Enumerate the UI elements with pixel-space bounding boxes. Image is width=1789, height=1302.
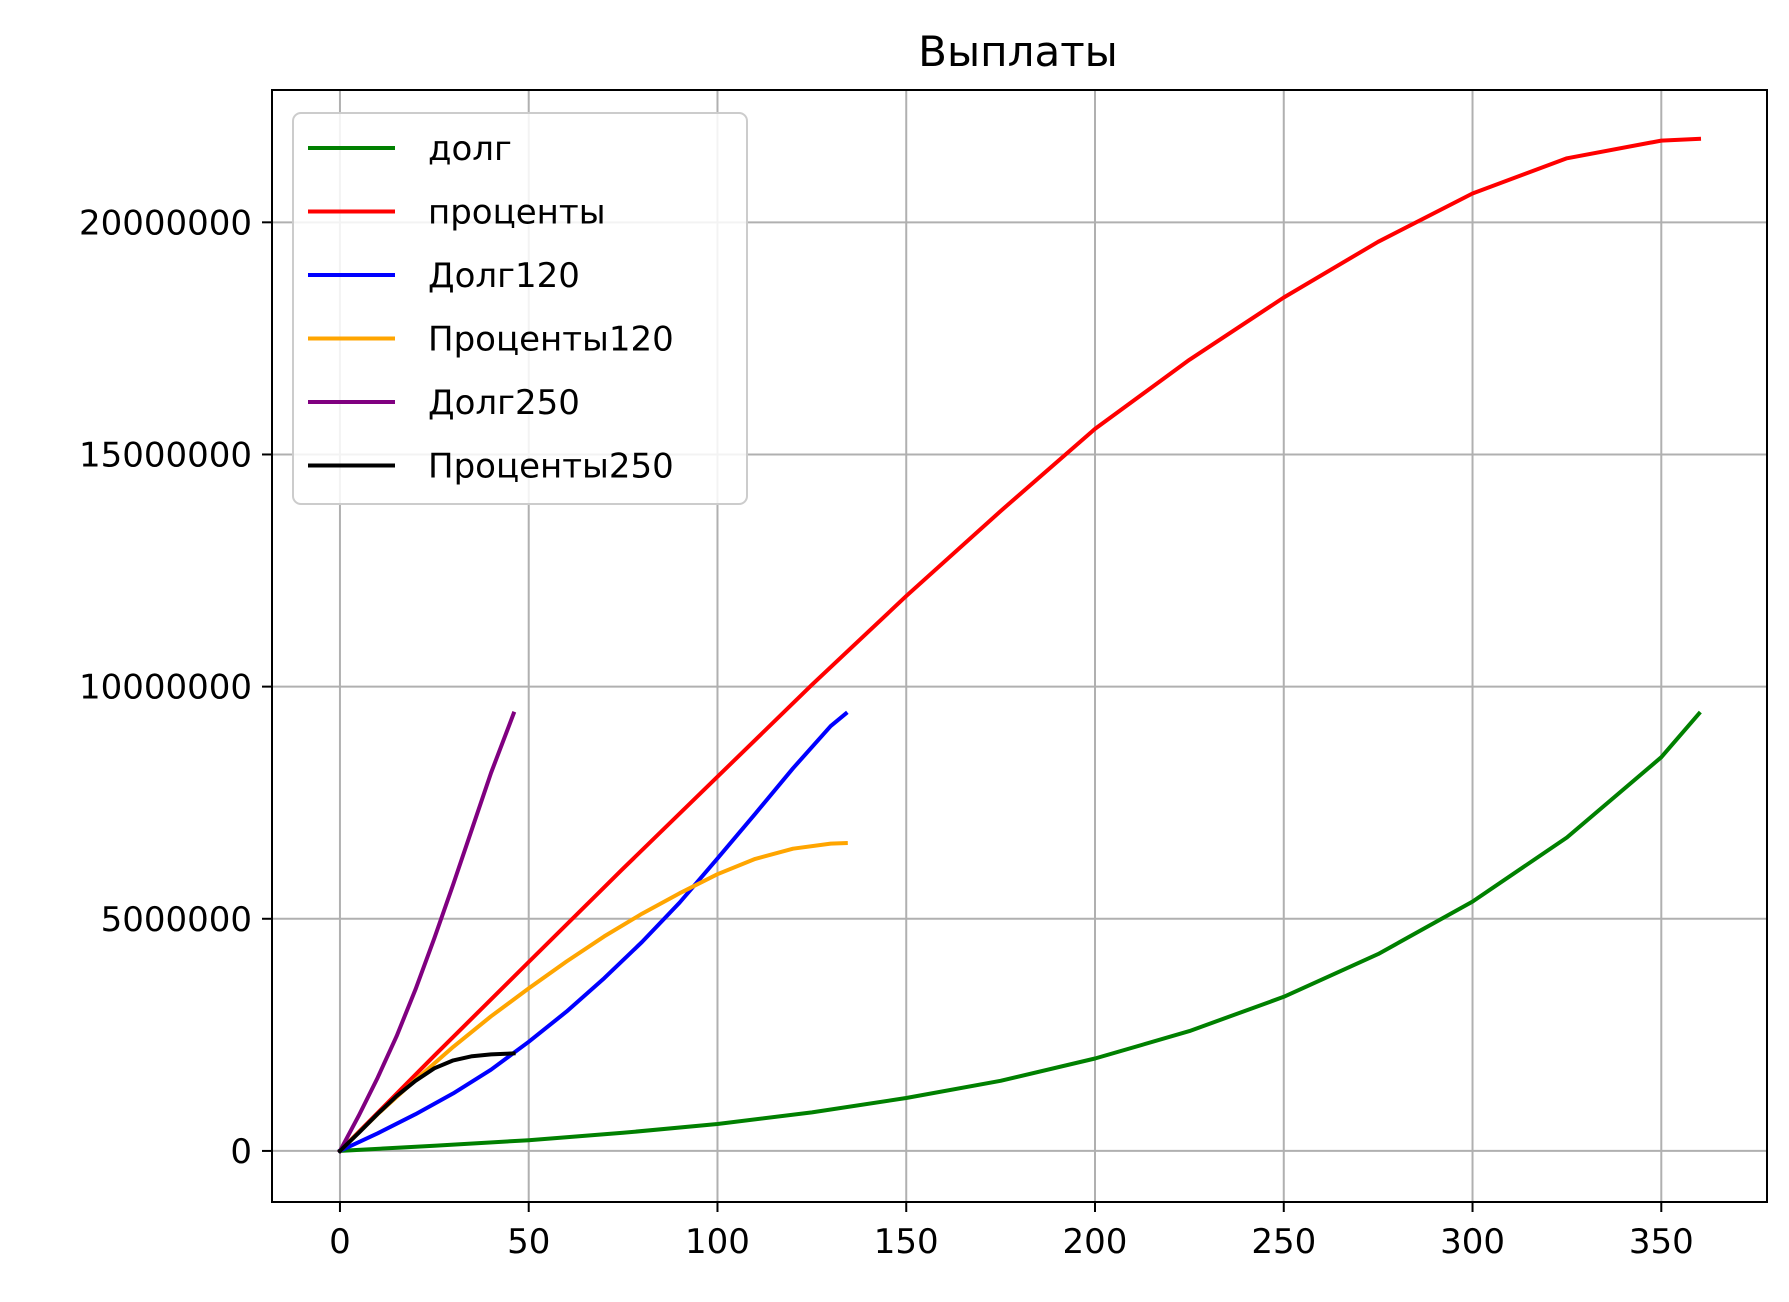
- series-line-1: [337, 136, 1702, 1154]
- x-tick-label: 200: [1063, 1222, 1128, 1262]
- x-tick-label: 250: [1251, 1222, 1316, 1262]
- x-tick-label: 0: [329, 1222, 351, 1262]
- series-line-5: [337, 1051, 516, 1154]
- y-tick-label: 20000000: [79, 203, 252, 243]
- legend: долг проценты Долг120 Проценты120 Долг250 Про…: [292, 112, 748, 505]
- series-line-4: [337, 711, 517, 1154]
- x-tick-label: 300: [1440, 1222, 1505, 1262]
- legend-label: проценты: [428, 193, 606, 233]
- y-tick-label: 15000000: [79, 435, 252, 475]
- y-tick-label: 0: [230, 1132, 252, 1172]
- legend-label: долг: [428, 129, 512, 169]
- series-line-0: [337, 710, 1702, 1154]
- x-tick-label: 350: [1629, 1222, 1694, 1262]
- legend-label: Долг120: [428, 256, 580, 296]
- x-tick-label: 50: [507, 1222, 550, 1262]
- y-tick-label: 5000000: [101, 900, 252, 940]
- chart-title: Выплаты: [918, 27, 1118, 76]
- legend-label: Долг250: [428, 383, 580, 423]
- legend-label: Проценты120: [428, 320, 674, 360]
- series-line-2: [337, 710, 849, 1154]
- y-tick-label: 10000000: [79, 668, 252, 708]
- legend-label: Проценты250: [428, 447, 674, 487]
- y-axis: 0 5000000 10000000 15000000 20000000: [79, 203, 272, 1172]
- series-lines: [337, 136, 1702, 1154]
- x-tick-label: 100: [685, 1222, 750, 1262]
- x-tick-label: 150: [874, 1222, 939, 1262]
- series-line-3: [337, 841, 848, 1154]
- x-axis: 0 50 100 150 200 250 300 350: [329, 1202, 1694, 1262]
- plot-area-frame: [271, 89, 1768, 1203]
- legend-box: [292, 112, 748, 505]
